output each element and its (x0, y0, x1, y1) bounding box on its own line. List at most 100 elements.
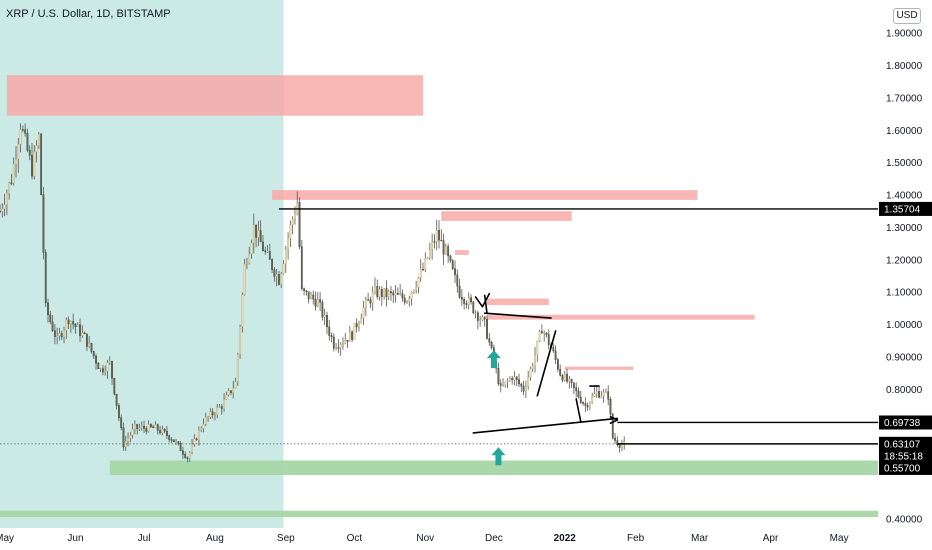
price-label-3: 0.63107 (884, 439, 921, 450)
candle (454, 260, 456, 284)
candle (268, 243, 271, 260)
y-tick-label: 1.70000 (886, 93, 923, 104)
candle (257, 220, 260, 247)
candle (310, 291, 312, 300)
candle-body-down (577, 390, 580, 398)
candle-body-up (399, 293, 402, 295)
candle-body-up (342, 343, 344, 345)
candle-body-up (335, 347, 337, 349)
candle-body-up (364, 299, 367, 308)
candle (609, 396, 612, 420)
candle-body-up (358, 322, 360, 328)
candle (287, 232, 289, 260)
candle (111, 360, 113, 385)
candle (262, 235, 264, 252)
candle-body-up (504, 381, 507, 386)
candle (557, 357, 559, 373)
candle-body-down (515, 376, 518, 380)
candle (207, 416, 209, 422)
candle (538, 329, 541, 343)
candle (559, 364, 562, 377)
candle (342, 337, 344, 350)
candle (399, 283, 402, 296)
candle (211, 408, 214, 419)
candle (21, 125, 24, 133)
candle (40, 132, 43, 196)
candle-body-down (184, 454, 187, 458)
candle (323, 308, 326, 326)
x-tick-label: Feb (627, 533, 645, 544)
candle (179, 441, 182, 452)
candle-body-up (35, 145, 38, 152)
candle-body-up (37, 133, 40, 146)
candle-body-down (211, 411, 214, 416)
candle-body-up (602, 392, 605, 397)
candle-body-down (545, 332, 548, 335)
candle-body-down (166, 430, 168, 436)
candle-body-up (593, 393, 596, 397)
candle-body-down (385, 288, 388, 297)
candle-body-down (579, 396, 582, 403)
candle-body-up (12, 163, 15, 184)
candle (497, 362, 500, 386)
candle (541, 324, 543, 334)
x-tick-label: May (830, 533, 849, 544)
x-tick-label: Oct (347, 533, 363, 544)
candle (234, 377, 237, 389)
candle-body-up (33, 151, 36, 177)
candle-body-up (428, 249, 431, 259)
candle-body-down (328, 326, 331, 336)
candle (60, 330, 63, 341)
candle (218, 403, 221, 409)
candle (470, 294, 472, 305)
candle-body-down (168, 435, 171, 440)
candle (3, 193, 6, 217)
candle (49, 310, 52, 325)
price-label-box-1 (879, 415, 932, 430)
candle-body-up (76, 324, 79, 327)
candle-body-up (81, 332, 84, 336)
candle-body-up (344, 340, 347, 344)
candle-body-up (563, 373, 566, 381)
candle-body-up (394, 293, 397, 296)
candle (37, 132, 40, 149)
candle-body-down (396, 293, 399, 295)
trendline-lower-head-b (609, 419, 619, 425)
candle-body-down (83, 332, 86, 335)
candle-body-down (307, 291, 310, 300)
candle-body-up (408, 298, 411, 302)
currency-badge[interactable]: USD (893, 8, 921, 24)
candle (621, 439, 623, 452)
candle-body-up (127, 437, 129, 442)
resistance-zone-5 (487, 314, 755, 320)
candle-body-up (88, 343, 91, 347)
candle (0, 204, 1, 213)
candle (380, 286, 383, 306)
candle (502, 378, 504, 387)
candle-body-down (49, 314, 52, 323)
candle (300, 239, 303, 291)
support-zone-8 (0, 510, 878, 518)
candle (255, 224, 257, 248)
candle (346, 340, 349, 348)
candle (328, 319, 331, 341)
candle (122, 422, 125, 451)
candle-body-up (536, 340, 539, 355)
candle (170, 437, 173, 443)
candle-body-down (53, 330, 56, 337)
candle (76, 322, 79, 327)
candle (67, 316, 70, 330)
candle (8, 181, 11, 200)
candle-body-up (188, 452, 191, 459)
candle (232, 380, 235, 399)
candle-body-up (99, 368, 102, 370)
candle (623, 436, 626, 450)
candle-body-down (24, 129, 27, 134)
candle-body-up (296, 201, 299, 215)
candle (460, 289, 463, 306)
candle-body-up (339, 344, 342, 348)
candle-body-down (172, 439, 175, 443)
candle (351, 330, 354, 343)
candle-body-down (380, 289, 383, 297)
